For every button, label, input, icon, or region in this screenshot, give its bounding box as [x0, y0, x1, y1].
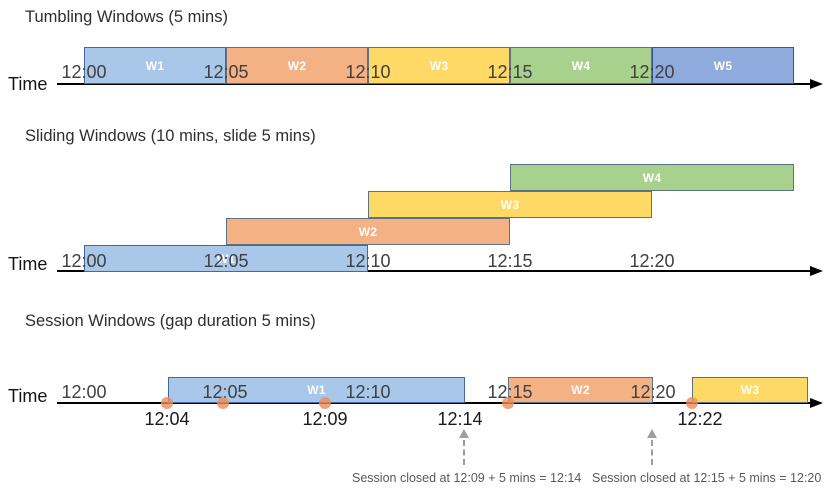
window-label: W3	[429, 58, 449, 73]
time-axis-label-sliding: Time	[8, 254, 48, 274]
tick-label-sliding: 12:05	[203, 251, 249, 271]
timeline-arrow-sliding	[810, 265, 823, 276]
tick-label-sliding: 12:15	[487, 251, 533, 271]
arrow-up-icon	[459, 429, 469, 438]
window-sliding-w3: W3	[368, 191, 652, 218]
window-label: W5	[713, 58, 733, 73]
event-dot	[686, 397, 698, 409]
tick-label-tumbling: 12:05	[203, 62, 249, 82]
arrow-dashed-stem	[463, 440, 465, 465]
window-label: W4	[571, 58, 591, 73]
session-closed-note: Session closed at 12:09 + 5 mins = 12:14	[352, 471, 582, 485]
time-axis-label-session: Time	[8, 386, 48, 406]
callout-arrow-icon	[458, 429, 470, 465]
tick-label-tumbling: 12:10	[345, 62, 391, 82]
window-label: W2	[571, 383, 590, 397]
window-tumbling-w2: W2	[226, 47, 368, 84]
event-time-label: 12:04	[144, 409, 190, 429]
window-tumbling-w3: W3	[368, 47, 510, 84]
arrow-up-icon	[647, 429, 657, 438]
window-tumbling-w4: W4	[510, 47, 652, 84]
event-time-label: 12:22	[677, 409, 723, 429]
tick-label-tumbling: 12:20	[629, 62, 675, 82]
event-time-label: 12:09	[302, 409, 348, 429]
window-tumbling-w1: W1	[84, 47, 226, 84]
tick-label-session: 12:05	[202, 382, 248, 402]
window-session-w2: W2	[508, 377, 653, 403]
session-closed-note: Session closed at 12:15 + 5 mins = 12:20	[592, 471, 822, 485]
window-label: W4	[642, 170, 662, 185]
window-sliding-w4: W4	[510, 164, 794, 191]
window-label: W3	[740, 383, 760, 397]
window-tumbling-w5: W5	[652, 47, 794, 84]
window-label: W2	[287, 58, 307, 73]
tick-label-session: 12:20	[630, 382, 676, 402]
time-axis-label-tumbling: Time	[8, 74, 48, 94]
window-label: W3	[500, 197, 520, 212]
tick-label-session: 12:10	[345, 382, 391, 402]
event-dot	[502, 397, 514, 409]
window-label: W1	[216, 251, 236, 266]
section-title-sliding: Sliding Windows (10 mins, slide 5 mins)	[25, 127, 316, 145]
section-title-session: Session Windows (gap duration 5 mins)	[25, 312, 316, 330]
timeline-tumbling	[57, 83, 812, 85]
tick-label-sliding: 12:00	[61, 251, 107, 271]
timeline-arrow-session	[810, 397, 823, 408]
window-sliding-w1: W1	[84, 245, 368, 272]
timeline-arrow-tumbling	[810, 78, 823, 89]
tick-label-sliding: 12:10	[345, 251, 391, 271]
window-session-w3: W3	[692, 377, 808, 403]
tick-label-sliding: 12:20	[629, 251, 675, 271]
window-label: W1	[307, 383, 326, 397]
event-dot	[217, 397, 229, 409]
tick-label-session: 12:00	[61, 382, 107, 402]
event-dot	[319, 397, 331, 409]
tick-label-tumbling: 12:00	[61, 62, 107, 82]
section-title-tumbling: Tumbling Windows (5 mins)	[25, 8, 228, 26]
timeline-session	[57, 402, 812, 404]
tick-label-tumbling: 12:15	[487, 62, 533, 82]
event-time-label: 12:14	[437, 409, 483, 429]
window-label: W1	[145, 58, 165, 73]
event-dot	[161, 397, 173, 409]
window-label: W2	[358, 224, 378, 239]
window-sliding-w2: W2	[226, 218, 510, 245]
tick-label-session: 12:15	[487, 382, 533, 402]
arrow-dashed-stem	[651, 440, 653, 465]
timeline-sliding	[57, 270, 812, 272]
callout-arrow-icon	[646, 429, 658, 465]
